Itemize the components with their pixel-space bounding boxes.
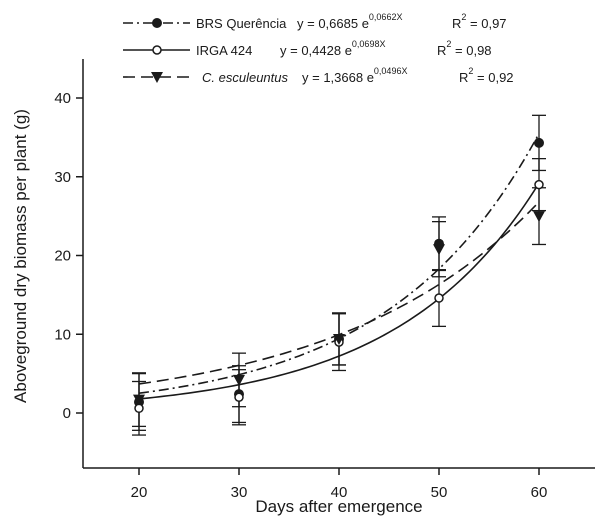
y-tick-label: 20 xyxy=(54,248,71,265)
r2-label: R xyxy=(459,70,468,85)
r2-label: R xyxy=(452,16,461,31)
x-tick-label: 40 xyxy=(331,484,348,501)
r2-value: = 0,98 xyxy=(451,43,491,58)
x-tick-label: 50 xyxy=(431,484,448,501)
data-point-2-0 xyxy=(133,394,145,406)
legend-equation: y = 1,3668 e0,0496X xyxy=(302,66,407,85)
error-bars xyxy=(132,114,546,436)
legend-entry: IRGA 424 y = 0,4428 e0,0698X R2 = 0,98 xyxy=(123,39,492,58)
ticks: 20 30 40 50 60 0 10 20 30 40 xyxy=(54,90,547,501)
data-point-1-3 xyxy=(434,293,444,303)
y-axis-title: Aboveground dry biomass per plant (g) xyxy=(11,109,30,403)
r2-label: R xyxy=(437,43,446,58)
legend-r2: R2 = 0,98 xyxy=(437,39,492,58)
r2-exponent: 2 xyxy=(468,66,473,76)
y-tick-label: 0 xyxy=(63,405,71,422)
r2-value: = 0,97 xyxy=(466,16,506,31)
data-point-1-1 xyxy=(234,392,244,402)
equation-base: y = 0,4428 e xyxy=(280,43,352,58)
legend-entry: BRS Querência y = 0,6685 e0,0662X R2 = 0,9… xyxy=(123,12,507,31)
legend-marker xyxy=(152,45,162,55)
data-point-0-4 xyxy=(534,137,544,148)
legend-r2: R2 = 0,97 xyxy=(452,12,507,31)
y-tick-label: 10 xyxy=(54,326,71,343)
equation-exponent: 0,0496X xyxy=(374,66,408,76)
r2-value: = 0,92 xyxy=(473,70,513,85)
x-tick-label: 20 xyxy=(131,484,148,501)
equation-exponent: 0,0698X xyxy=(352,39,386,49)
legend-equation: y = 0,6685 e0,0662X xyxy=(297,12,402,31)
data-point-2-3 xyxy=(433,244,445,256)
legend-series-name: IRGA 424 xyxy=(196,43,252,58)
data-point-2-4 xyxy=(533,211,545,223)
markers xyxy=(133,137,545,414)
legend-marker xyxy=(151,72,163,83)
r2-exponent: 2 xyxy=(461,12,466,22)
legend-series-name: C. esculeuntus xyxy=(202,70,288,85)
equation-base: y = 1,3668 e xyxy=(302,70,374,85)
x-axis-title: Days after emergence xyxy=(255,497,422,516)
legend-marker xyxy=(152,18,162,28)
equation-base: y = 0,6685 e xyxy=(297,16,369,31)
legend-entry: C. esculeuntus y = 1,3668 e0,0496X R2 = 0,… xyxy=(123,66,514,85)
y-tick-label: 30 xyxy=(54,169,71,186)
legend-series-name: BRS Querência xyxy=(196,16,287,31)
y-tick-label: 40 xyxy=(54,90,71,107)
legend: BRS Querência y = 0,6685 e0,0662X R2 = 0,9… xyxy=(123,12,514,85)
equation-exponent: 0,0662X xyxy=(369,12,403,22)
data-point-2-2 xyxy=(333,333,345,345)
data-point-2-1 xyxy=(233,374,245,386)
axes xyxy=(82,59,595,469)
r2-exponent: 2 xyxy=(446,39,451,49)
data-point-1-4 xyxy=(534,179,544,190)
legend-equation: y = 0,4428 e0,0698X xyxy=(280,39,385,58)
legend-r2: R2 = 0,92 xyxy=(459,66,514,85)
x-tick-label: 60 xyxy=(531,484,548,501)
x-tick-label: 30 xyxy=(231,484,248,501)
